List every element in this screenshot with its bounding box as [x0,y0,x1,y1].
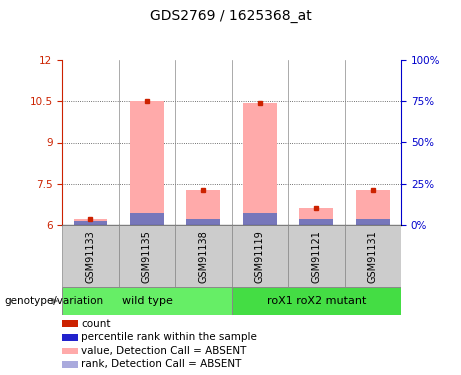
Bar [186,190,220,225]
Bar [62,334,78,340]
Bar [74,221,107,225]
Bar [186,219,220,225]
Bar [130,213,164,225]
Text: roX1 roX2 mutant: roX1 roX2 mutant [266,296,366,306]
Text: wild type: wild type [122,296,172,306]
Text: percentile rank within the sample: percentile rank within the sample [81,332,257,342]
Text: GSM91135: GSM91135 [142,230,152,283]
Bar [130,101,164,225]
Bar [231,287,401,315]
Bar [118,225,175,287]
Bar [231,225,288,287]
Text: genotype/variation: genotype/variation [5,296,104,306]
Text: value, Detection Call = ABSENT: value, Detection Call = ABSENT [81,346,247,356]
Bar [300,208,333,225]
Bar [62,320,78,327]
Text: GSM91138: GSM91138 [198,230,208,283]
Bar [356,219,390,225]
Bar [62,225,118,287]
Bar [288,225,344,287]
Text: GSM91133: GSM91133 [85,230,95,283]
Bar [300,219,333,225]
Bar [62,348,78,354]
Bar [62,287,231,315]
Text: GDS2769 / 1625368_at: GDS2769 / 1625368_at [150,9,311,23]
Text: count: count [81,319,111,328]
Text: GSM91119: GSM91119 [255,230,265,283]
Text: GSM91121: GSM91121 [311,230,321,283]
Bar [74,219,107,225]
Bar [356,190,390,225]
Text: GSM91131: GSM91131 [368,230,378,283]
Bar [175,225,231,287]
Bar [243,213,277,225]
Text: rank, Detection Call = ABSENT: rank, Detection Call = ABSENT [81,360,242,369]
Bar [62,361,78,368]
Bar [243,103,277,225]
Bar [344,225,401,287]
